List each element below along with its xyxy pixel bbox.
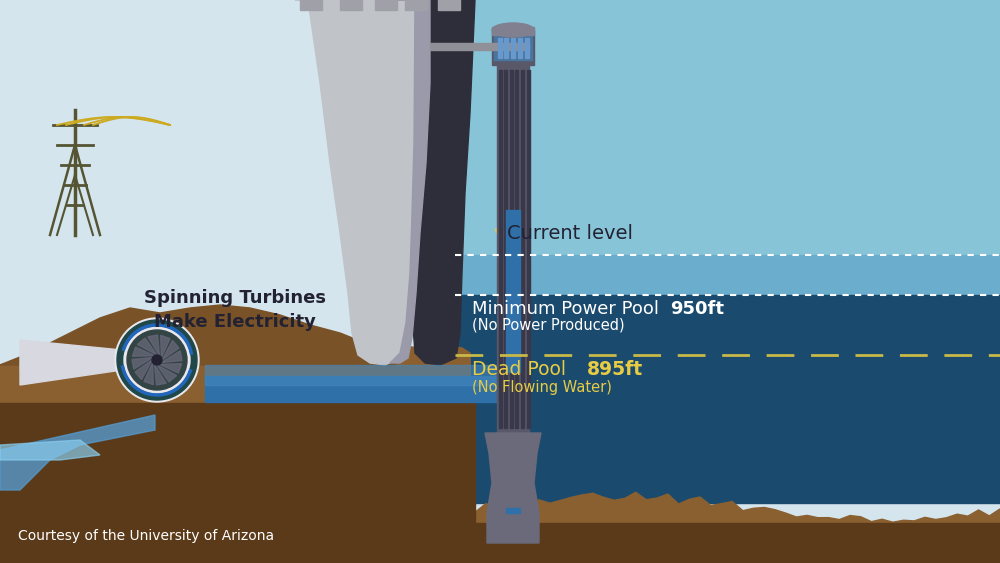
Bar: [300, 0, 322, 10]
Polygon shape: [132, 358, 153, 369]
Bar: [498, 38, 502, 58]
Bar: [405, 0, 427, 10]
Text: Current level: Current level: [507, 224, 633, 243]
Polygon shape: [0, 305, 395, 365]
Bar: [515, 70, 518, 428]
Bar: [506, 210, 520, 372]
Bar: [518, 38, 522, 58]
Bar: [527, 70, 530, 428]
Polygon shape: [161, 351, 182, 363]
Polygon shape: [20, 340, 122, 385]
Bar: [375, 0, 397, 10]
Bar: [499, 70, 502, 428]
Polygon shape: [20, 350, 122, 370]
Bar: [506, 508, 520, 513]
Bar: [521, 70, 524, 428]
Polygon shape: [160, 364, 182, 373]
Bar: [455, 295, 1000, 503]
Text: Spinning Turbines
Make Electricity: Spinning Turbines Make Electricity: [144, 289, 326, 331]
Text: (No Flowing Water): (No Flowing Water): [472, 380, 612, 395]
Polygon shape: [455, 492, 1000, 563]
Polygon shape: [137, 338, 157, 355]
Circle shape: [124, 327, 190, 393]
Polygon shape: [485, 433, 541, 543]
Polygon shape: [154, 364, 166, 385]
Text: Dead Pool: Dead Pool: [472, 360, 572, 379]
Circle shape: [115, 318, 199, 402]
Bar: [510, 70, 513, 428]
Bar: [455, 523, 1000, 563]
Polygon shape: [144, 363, 153, 385]
Bar: [511, 38, 515, 58]
Circle shape: [152, 355, 162, 365]
Text: 895ft: 895ft: [587, 360, 643, 379]
Polygon shape: [295, 0, 430, 365]
Bar: [492, 30, 534, 65]
Bar: [205, 365, 513, 385]
Bar: [205, 376, 520, 402]
Text: 950ft: 950ft: [670, 300, 724, 318]
Bar: [525, 38, 529, 58]
Bar: [438, 0, 460, 10]
Polygon shape: [0, 440, 100, 460]
Circle shape: [127, 330, 187, 390]
Bar: [504, 70, 507, 428]
Circle shape: [117, 320, 197, 400]
Bar: [430, 43, 529, 50]
Polygon shape: [390, 0, 430, 363]
Polygon shape: [161, 336, 170, 358]
Polygon shape: [157, 365, 177, 382]
Polygon shape: [162, 341, 179, 360]
Polygon shape: [148, 335, 160, 356]
Bar: [340, 0, 362, 10]
Bar: [455, 0, 1000, 255]
Bar: [455, 255, 1000, 295]
Polygon shape: [135, 360, 152, 379]
Text: Minimum Power Pool: Minimum Power Pool: [472, 300, 665, 318]
Bar: [494, 35, 532, 60]
Bar: [0, 403, 475, 563]
Text: Courtesy of the University of Arizona: Courtesy of the University of Arizona: [18, 529, 274, 543]
Polygon shape: [132, 347, 154, 356]
Polygon shape: [412, 0, 475, 365]
Polygon shape: [0, 345, 475, 563]
Bar: [497, 65, 529, 433]
Ellipse shape: [492, 23, 534, 37]
Polygon shape: [0, 415, 155, 490]
Bar: [504, 38, 508, 58]
Bar: [492, 27, 534, 35]
Text: (No Power Produced): (No Power Produced): [472, 318, 625, 333]
